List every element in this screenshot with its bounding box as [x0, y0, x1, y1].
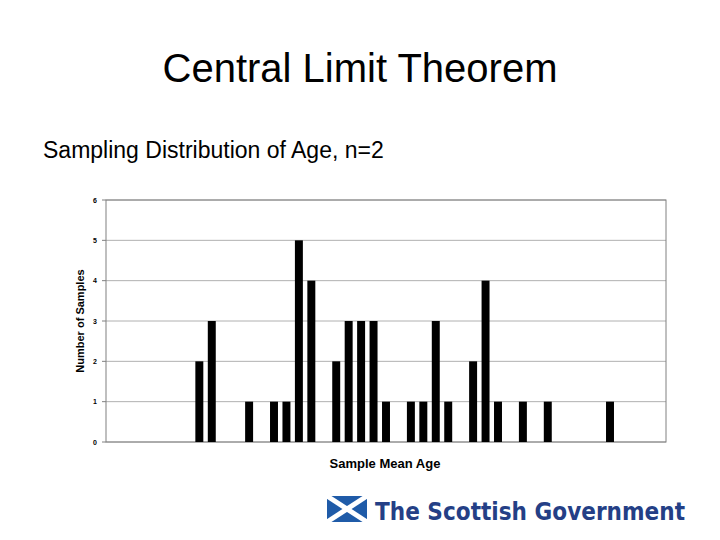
- y-tick: [102, 200, 106, 201]
- bar: [146, 442, 154, 443]
- bar: [295, 240, 303, 442]
- bar: [569, 442, 577, 443]
- y-tick: [102, 442, 106, 443]
- y-axis-title: Number of Samples: [74, 269, 86, 372]
- y-tick: [102, 321, 106, 322]
- chart-background: [70, 190, 670, 478]
- bar: [606, 402, 614, 442]
- bar: [233, 442, 241, 443]
- logo-text: The Scottish Government: [375, 497, 685, 526]
- bar: [357, 321, 365, 442]
- bar: [245, 402, 253, 442]
- bar: [407, 402, 415, 442]
- bar: [108, 442, 116, 443]
- y-tick: [102, 361, 106, 362]
- bar: [419, 402, 427, 442]
- slide-title: Central Limit Theorem: [163, 46, 558, 90]
- bar: [457, 442, 465, 443]
- bar: [320, 442, 328, 443]
- bar: [258, 442, 266, 443]
- bar: [506, 442, 514, 443]
- bar: [332, 361, 340, 442]
- x-axis-title: Sample Mean Age: [330, 456, 441, 471]
- grid-line: [106, 280, 666, 281]
- flag-field: [327, 496, 367, 522]
- bar: [270, 402, 278, 442]
- bar: [195, 361, 203, 442]
- bar: [208, 321, 216, 442]
- bar: [345, 321, 353, 442]
- bar: [643, 442, 651, 443]
- bar: [494, 402, 502, 442]
- bar: [432, 321, 440, 442]
- flag-saltire: [327, 496, 367, 522]
- bar: [631, 442, 639, 443]
- bar: [618, 442, 626, 443]
- bar: [531, 442, 539, 443]
- y-tick-label: 2: [93, 358, 97, 365]
- y-tick: [102, 401, 106, 402]
- y-tick-label: 3: [93, 318, 97, 325]
- y-tick-label: 1: [93, 398, 97, 405]
- y-tick: [102, 280, 106, 281]
- bar: [158, 442, 166, 443]
- bar: [170, 442, 178, 443]
- bar: [519, 402, 527, 442]
- bar: [581, 442, 589, 443]
- bar: [121, 442, 129, 443]
- flag-saltire: [327, 496, 367, 522]
- bar: [282, 402, 290, 442]
- grid-line: [106, 361, 666, 362]
- logo-flag: [327, 496, 367, 522]
- bar: [133, 442, 141, 443]
- slide: Central Limit Theorem Sampling Distributi…: [0, 0, 720, 540]
- bar: [183, 442, 191, 443]
- bar: [444, 402, 452, 442]
- plot-frame: [106, 200, 666, 442]
- bar: [482, 281, 490, 442]
- y-tick-label: 4: [93, 277, 97, 284]
- slide-subtitle: Sampling Distribution of Age, n=2: [43, 137, 384, 163]
- bar: [370, 321, 378, 442]
- y-tick-label: 6: [93, 197, 97, 204]
- y-tick-label: 0: [93, 439, 97, 446]
- bar: [394, 442, 402, 443]
- bar: [469, 361, 477, 442]
- y-tick-label: 5: [93, 237, 97, 244]
- bar: [594, 442, 602, 443]
- y-tick: [102, 240, 106, 241]
- bar: [556, 442, 564, 443]
- bar: [220, 442, 228, 443]
- bar: [382, 402, 390, 442]
- bar: [544, 402, 552, 442]
- bar: [307, 281, 315, 442]
- grid-line: [106, 321, 666, 322]
- bar: [656, 442, 664, 443]
- bars: [195, 240, 614, 442]
- grid-line: [106, 240, 666, 241]
